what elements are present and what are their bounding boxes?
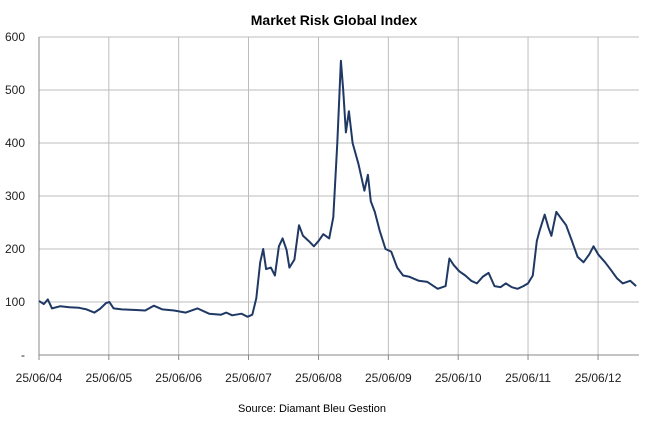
x-tick-label: 25/06/08 [295,371,342,385]
x-tick-label: 25/06/12 [575,371,622,385]
chart-title: Market Risk Global Index [251,12,418,28]
x-tick-label: 25/06/11 [505,371,551,385]
y-tick-label: 600 [5,30,25,44]
x-tick-label: 25/06/04 [16,371,63,385]
y-tick-label: 200 [5,242,25,256]
x-tick-label: 25/06/09 [365,371,412,385]
y-tick-label: 500 [5,83,25,97]
x-tick-label: 25/06/10 [435,371,482,385]
series-line [38,59,637,318]
y-axis-ticks: - 100 200 300 400 500 600 [5,30,25,362]
y-tick-label: 400 [5,136,25,150]
x-tick-label: 25/06/06 [155,371,202,385]
y-tick-label: - [21,348,25,362]
y-tick-label: 100 [5,295,25,309]
y-tick-label: 300 [5,189,25,203]
x-tick-label: 25/06/05 [85,371,132,385]
x-tick-label: 25/06/07 [225,371,272,385]
x-axis-ticks: 25/06/04 25/06/05 25/06/06 25/06/07 25/06/08… [16,371,622,385]
source-note: Source: Diamant Bleu Gestion [238,403,386,415]
